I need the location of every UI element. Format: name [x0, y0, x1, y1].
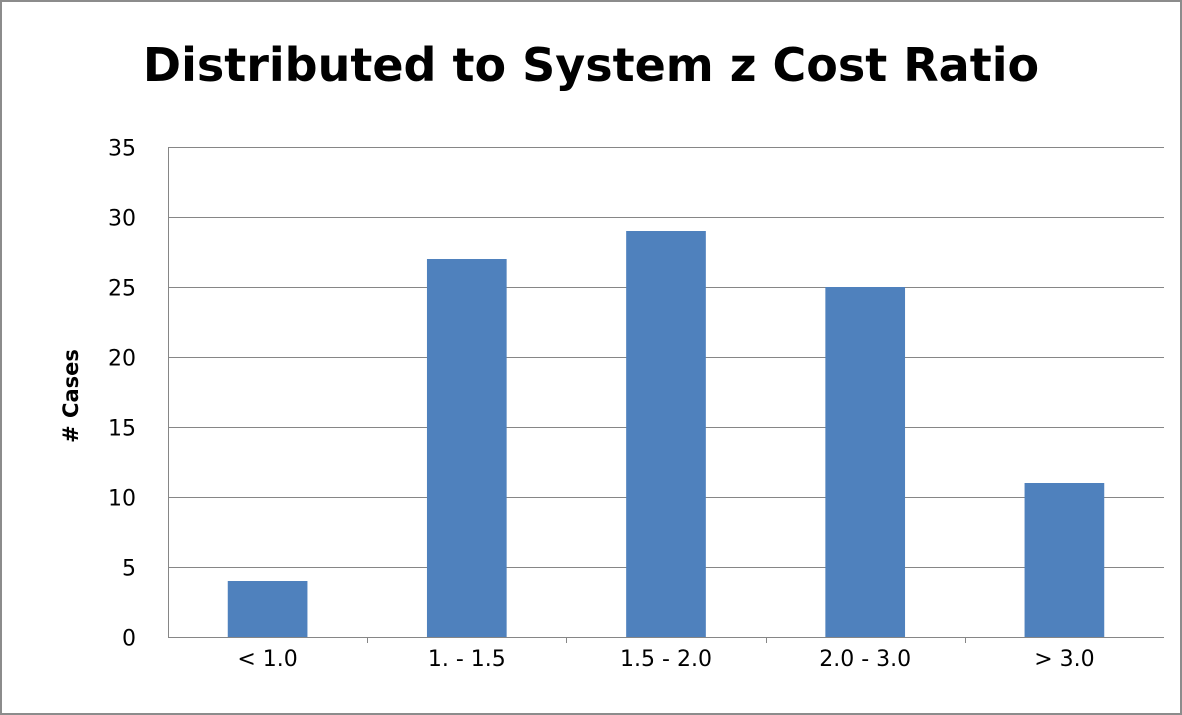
x-tick-label: > 3.0 — [1034, 647, 1094, 672]
bar — [227, 581, 308, 637]
x-tick-label: 1.5 - 2.0 — [620, 647, 712, 672]
bar — [626, 231, 706, 637]
y-axis-title: # Cases — [59, 349, 83, 443]
bar — [825, 287, 906, 637]
y-tick-label: 5 — [122, 557, 136, 582]
x-tick-label: < 1.0 — [237, 647, 297, 672]
bar — [426, 259, 507, 637]
bar — [1024, 483, 1105, 637]
x-tick-label: 2.0 - 3.0 — [819, 647, 911, 672]
x-tick-label: 1. - 1.5 — [428, 647, 506, 672]
chart-title: Distributed to System z Cost Ratio — [142, 38, 1040, 92]
bars — [227, 231, 1105, 637]
y-tick-label: 35 — [108, 137, 136, 162]
y-tick-label: 30 — [108, 207, 136, 232]
x-axis: < 1.0 1. - 1.5 1.5 - 2.0 2.0 - 3.0 > 3.0 — [168, 637, 1164, 672]
y-axis: 0 5 10 15 20 25 30 35 — [108, 137, 169, 652]
y-tick-label: 0 — [122, 627, 136, 652]
y-tick-label: 15 — [108, 417, 136, 442]
y-tick-label: 25 — [108, 277, 136, 302]
y-tick-label: 10 — [108, 487, 136, 512]
y-tick-label: 20 — [108, 347, 136, 372]
